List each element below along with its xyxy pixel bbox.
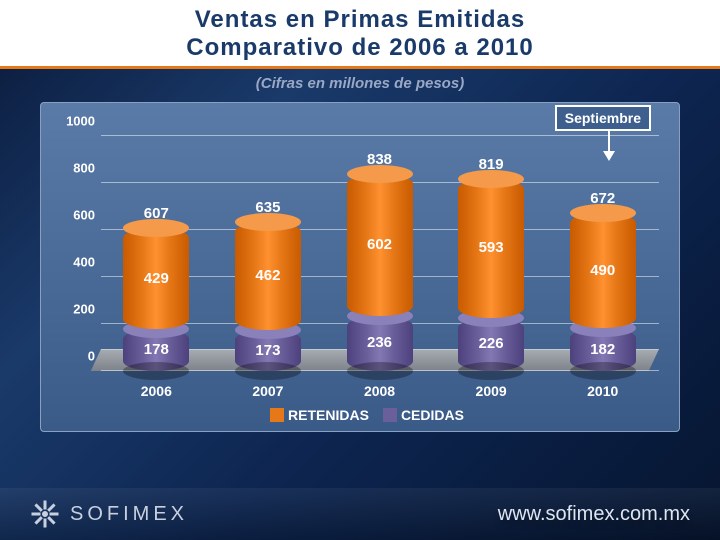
chart: Septiembre 0 200 400 600 800 1000 178 429 607 20… bbox=[40, 102, 680, 432]
segment-value: 182 bbox=[570, 341, 636, 358]
x-axis-label: 2010 bbox=[570, 383, 636, 399]
bar-total: 838 bbox=[347, 151, 413, 168]
bar-segment: 236 bbox=[347, 316, 413, 371]
segment-value: 226 bbox=[458, 335, 524, 352]
bar-segment: 429 bbox=[123, 228, 189, 329]
brand-logo: SOFIMEX bbox=[30, 499, 188, 529]
legend-label: RETENIDAS bbox=[288, 407, 369, 423]
legend: RETENIDAS CEDIDAS bbox=[41, 407, 679, 423]
segment-value: 602 bbox=[347, 236, 413, 253]
bar-total: 607 bbox=[123, 205, 189, 222]
segment-value: 173 bbox=[235, 342, 301, 359]
y-axis-label: 0 bbox=[55, 349, 95, 364]
footer: SOFIMEX www.sofimex.com.mx bbox=[0, 488, 720, 540]
title-line-2: Comparativo de 2006 a 2010 bbox=[0, 34, 720, 62]
legend-swatch bbox=[270, 408, 284, 422]
legend-label: CEDIDAS bbox=[401, 407, 464, 423]
brand-text: SOFIMEX bbox=[70, 503, 188, 526]
footer-url: www.sofimex.com.mx bbox=[498, 503, 690, 526]
bar-total: 672 bbox=[570, 190, 636, 207]
x-axis-label: 2006 bbox=[123, 383, 189, 399]
slide-title: Ventas en Primas Emitidas Comparativo de… bbox=[0, 0, 720, 69]
bar-segment: 178 bbox=[123, 329, 189, 371]
bar-segment: 490 bbox=[570, 213, 636, 328]
segment-value: 462 bbox=[235, 267, 301, 284]
plot-area: 02004006008001000 1784296072006173462635… bbox=[101, 138, 659, 371]
bar-segment: 593 bbox=[458, 179, 524, 318]
bar-total: 819 bbox=[458, 156, 524, 173]
segment-value: 429 bbox=[123, 270, 189, 287]
asterisk-icon bbox=[30, 499, 60, 529]
legend-swatch bbox=[383, 408, 397, 422]
grid-line bbox=[101, 135, 659, 136]
bars-container: 1784296072006173462635200723660283820082… bbox=[101, 138, 659, 371]
x-axis-label: 2008 bbox=[347, 383, 413, 399]
y-axis-label: 1000 bbox=[55, 114, 95, 129]
y-axis-label: 600 bbox=[55, 208, 95, 223]
x-axis-label: 2007 bbox=[235, 383, 301, 399]
bar-segment: 226 bbox=[458, 318, 524, 371]
title-line-1: Ventas en Primas Emitidas bbox=[0, 6, 720, 34]
bar-segment: 173 bbox=[235, 330, 301, 371]
segment-value: 490 bbox=[570, 262, 636, 279]
bar-segment: 182 bbox=[570, 328, 636, 371]
y-axis-label: 200 bbox=[55, 302, 95, 317]
callout-label: Septiembre bbox=[555, 105, 651, 131]
segment-value: 178 bbox=[123, 341, 189, 358]
x-axis-label: 2009 bbox=[458, 383, 524, 399]
y-axis-label: 800 bbox=[55, 161, 95, 176]
segment-value: 236 bbox=[347, 334, 413, 351]
bar-segment: 602 bbox=[347, 174, 413, 315]
bar-total: 635 bbox=[235, 199, 301, 216]
subtitle: (Cifras en millones de pesos) bbox=[0, 69, 720, 94]
y-axis-label: 400 bbox=[55, 255, 95, 270]
segment-value: 593 bbox=[458, 239, 524, 256]
bar-segment: 462 bbox=[235, 222, 301, 331]
